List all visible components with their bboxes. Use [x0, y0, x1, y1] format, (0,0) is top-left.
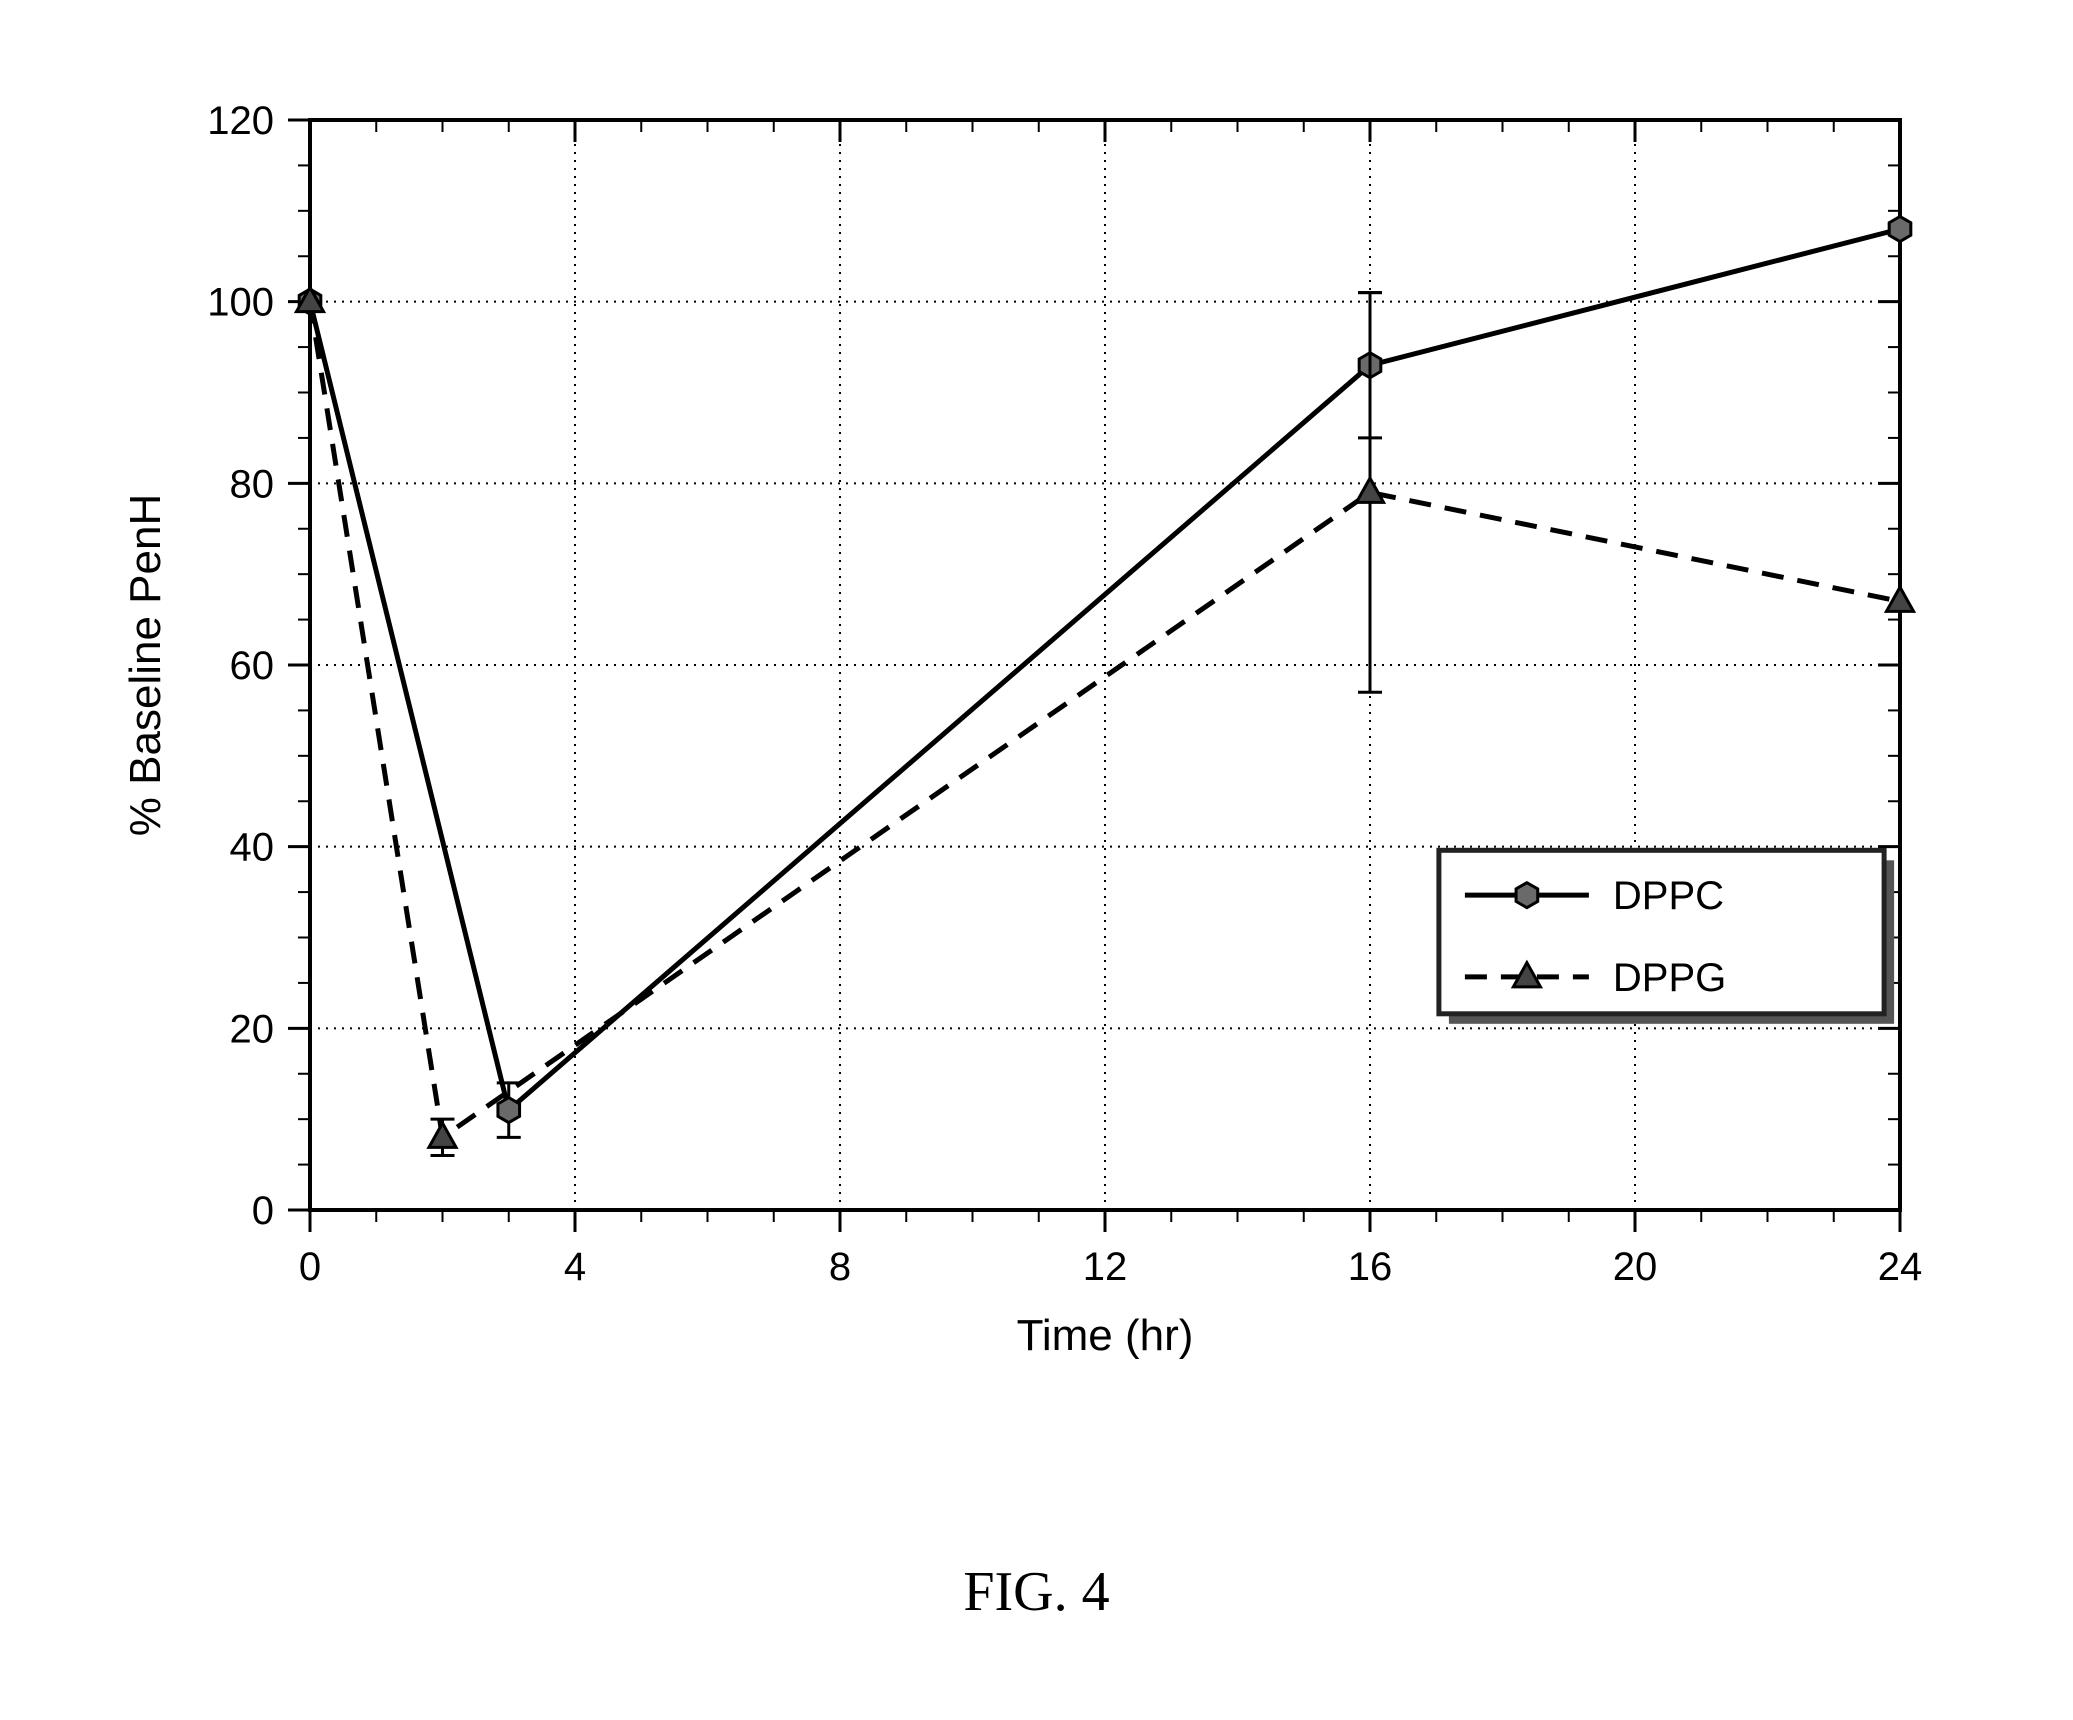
- chart-container: 0 4 8 12 16 20 24 0 20 40 60 80 100 120 Time (hr) % Bas…: [110, 80, 1960, 1430]
- svg-text:24: 24: [1878, 1245, 1923, 1289]
- svg-text:8: 8: [829, 1245, 851, 1289]
- svg-text:0: 0: [252, 1189, 274, 1233]
- svg-text:16: 16: [1348, 1245, 1393, 1289]
- svg-text:0: 0: [299, 1245, 321, 1289]
- svg-text:% Baseline PenH: % Baseline PenH: [121, 494, 170, 836]
- svg-text:DPPG: DPPG: [1613, 956, 1726, 1000]
- svg-text:80: 80: [230, 462, 275, 506]
- svg-text:120: 120: [207, 99, 274, 143]
- svg-text:60: 60: [230, 644, 275, 688]
- svg-text:DPPC: DPPC: [1613, 874, 1724, 918]
- svg-text:20: 20: [1613, 1245, 1658, 1289]
- figure-caption: FIG. 4: [0, 1560, 2073, 1624]
- svg-text:Time (hr): Time (hr): [1017, 1311, 1194, 1360]
- svg-text:40: 40: [230, 826, 275, 870]
- svg-text:12: 12: [1083, 1245, 1128, 1289]
- svg-text:100: 100: [207, 281, 274, 325]
- svg-text:20: 20: [230, 1007, 275, 1051]
- svg-text:4: 4: [564, 1245, 586, 1289]
- line-chart: 0 4 8 12 16 20 24 0 20 40 60 80 100 120 Time (hr) % Bas…: [110, 80, 1960, 1430]
